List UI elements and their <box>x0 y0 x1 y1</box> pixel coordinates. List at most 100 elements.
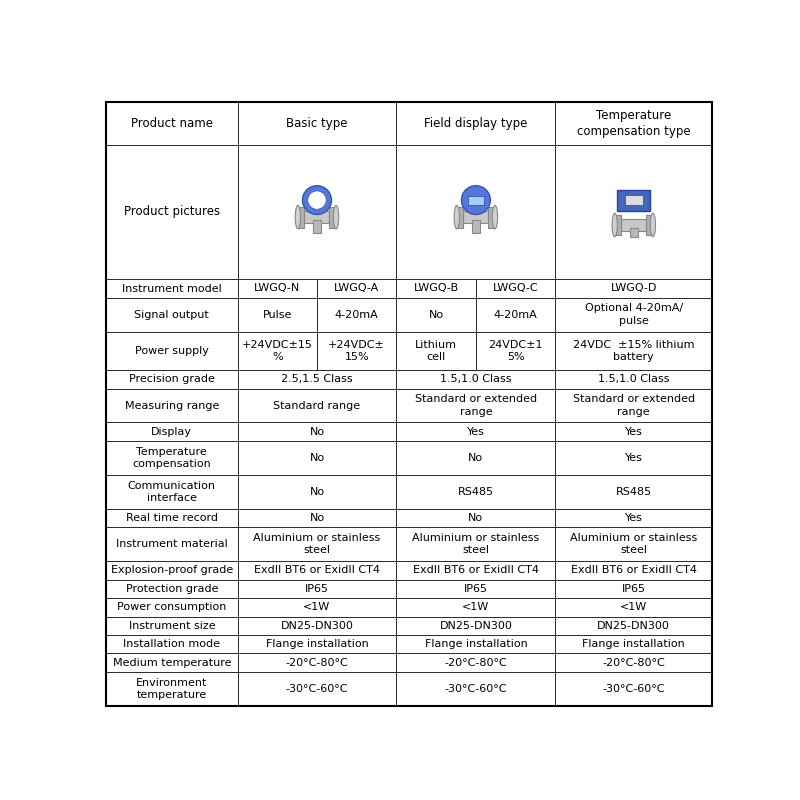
Bar <box>555 441 712 475</box>
Text: IP65: IP65 <box>305 584 329 594</box>
Text: <1W: <1W <box>303 602 330 612</box>
Text: -20°C-80°C: -20°C-80°C <box>602 658 665 668</box>
Bar <box>555 332 712 370</box>
Bar <box>330 206 336 227</box>
Bar <box>238 145 397 279</box>
Text: Yes: Yes <box>625 513 642 523</box>
Bar <box>555 672 712 706</box>
Text: RS485: RS485 <box>616 486 652 497</box>
Text: Optional 4-20mA/
pulse: Optional 4-20mA/ pulse <box>585 303 683 326</box>
Bar <box>397 422 555 441</box>
Bar <box>476 279 555 298</box>
Text: LWGQ-N: LWGQ-N <box>254 283 300 294</box>
Bar <box>397 370 555 389</box>
Bar <box>646 214 653 235</box>
Bar <box>555 509 712 527</box>
Bar <box>397 635 555 654</box>
Bar <box>463 211 489 223</box>
Bar <box>106 422 238 441</box>
Bar <box>397 145 555 279</box>
Text: ExdII BT6 or ExidII CT4: ExdII BT6 or ExidII CT4 <box>254 566 380 575</box>
Text: Medium temperature: Medium temperature <box>113 658 231 668</box>
Text: 1.5,1.0 Class: 1.5,1.0 Class <box>598 374 670 384</box>
Text: RS485: RS485 <box>458 486 494 497</box>
Bar <box>555 389 712 422</box>
Bar <box>106 102 238 145</box>
Bar <box>397 617 555 635</box>
Circle shape <box>302 186 331 214</box>
Text: -20°C-80°C: -20°C-80°C <box>445 658 507 668</box>
Text: Aluminium or stainless
steel: Aluminium or stainless steel <box>254 533 381 555</box>
Text: Installation mode: Installation mode <box>123 639 220 650</box>
Text: -30°C-60°C: -30°C-60°C <box>602 684 665 694</box>
Bar <box>238 509 397 527</box>
Bar <box>238 527 397 561</box>
Text: -30°C-60°C: -30°C-60°C <box>445 684 507 694</box>
Bar <box>238 422 397 441</box>
Bar <box>106 561 238 579</box>
Text: <1W: <1W <box>620 602 647 612</box>
Circle shape <box>308 191 326 210</box>
Text: Signal output: Signal output <box>134 310 210 320</box>
Bar <box>625 195 643 206</box>
Bar <box>238 617 397 635</box>
Bar <box>622 219 646 231</box>
Text: Aluminium or stainless
steel: Aluminium or stainless steel <box>570 533 698 555</box>
Ellipse shape <box>334 206 338 229</box>
Text: DN25-DN300: DN25-DN300 <box>281 621 354 630</box>
Text: -20°C-80°C: -20°C-80°C <box>286 658 348 668</box>
Text: +24VDC±
15%: +24VDC± 15% <box>328 340 385 362</box>
Text: 24VDC±1
5%: 24VDC±1 5% <box>488 340 543 362</box>
Bar <box>555 102 712 145</box>
Bar <box>555 654 712 672</box>
Text: No: No <box>310 453 325 463</box>
Text: Yes: Yes <box>467 426 485 437</box>
Text: Yes: Yes <box>625 453 642 463</box>
Text: Aluminium or stainless
steel: Aluminium or stainless steel <box>412 533 539 555</box>
Bar <box>317 279 397 298</box>
Bar <box>305 211 330 223</box>
Bar <box>457 206 463 227</box>
Text: LWGQ-D: LWGQ-D <box>610 283 657 294</box>
Bar <box>397 279 476 298</box>
Bar <box>106 298 238 332</box>
Text: LWGQ-A: LWGQ-A <box>334 283 379 294</box>
Bar <box>555 279 712 298</box>
Bar <box>555 561 712 579</box>
Text: Protection grade: Protection grade <box>126 584 218 594</box>
Bar <box>313 220 321 234</box>
Bar <box>397 672 555 706</box>
Bar <box>476 332 555 370</box>
Text: Flange installation: Flange installation <box>425 639 527 650</box>
Bar <box>397 527 555 561</box>
Bar <box>238 389 397 422</box>
Text: LWGQ-C: LWGQ-C <box>493 283 538 294</box>
Bar <box>106 509 238 527</box>
Text: Standard or extended
range: Standard or extended range <box>573 394 695 417</box>
Ellipse shape <box>612 213 618 237</box>
Circle shape <box>462 186 490 214</box>
Text: Measuring range: Measuring range <box>125 401 219 410</box>
Text: Instrument size: Instrument size <box>129 621 215 630</box>
Bar <box>106 527 238 561</box>
Bar <box>397 654 555 672</box>
Ellipse shape <box>454 206 459 229</box>
Ellipse shape <box>650 213 655 237</box>
Bar <box>397 561 555 579</box>
Bar <box>106 279 238 298</box>
Text: Real time record: Real time record <box>126 513 218 523</box>
Text: Lithium
cell: Lithium cell <box>415 340 457 362</box>
Text: No: No <box>468 513 483 523</box>
Text: ExdII BT6 or ExidII CT4: ExdII BT6 or ExidII CT4 <box>413 566 539 575</box>
Text: Explosion-proof grade: Explosion-proof grade <box>110 566 233 575</box>
Bar <box>317 298 397 332</box>
Bar <box>106 389 238 422</box>
Text: Power consumption: Power consumption <box>117 602 226 612</box>
Text: IP65: IP65 <box>622 584 646 594</box>
Bar <box>106 441 238 475</box>
Text: +24VDC±15
%: +24VDC±15 % <box>242 340 313 362</box>
Bar <box>238 635 397 654</box>
Bar <box>106 475 238 509</box>
Bar <box>555 370 712 389</box>
Bar <box>106 654 238 672</box>
